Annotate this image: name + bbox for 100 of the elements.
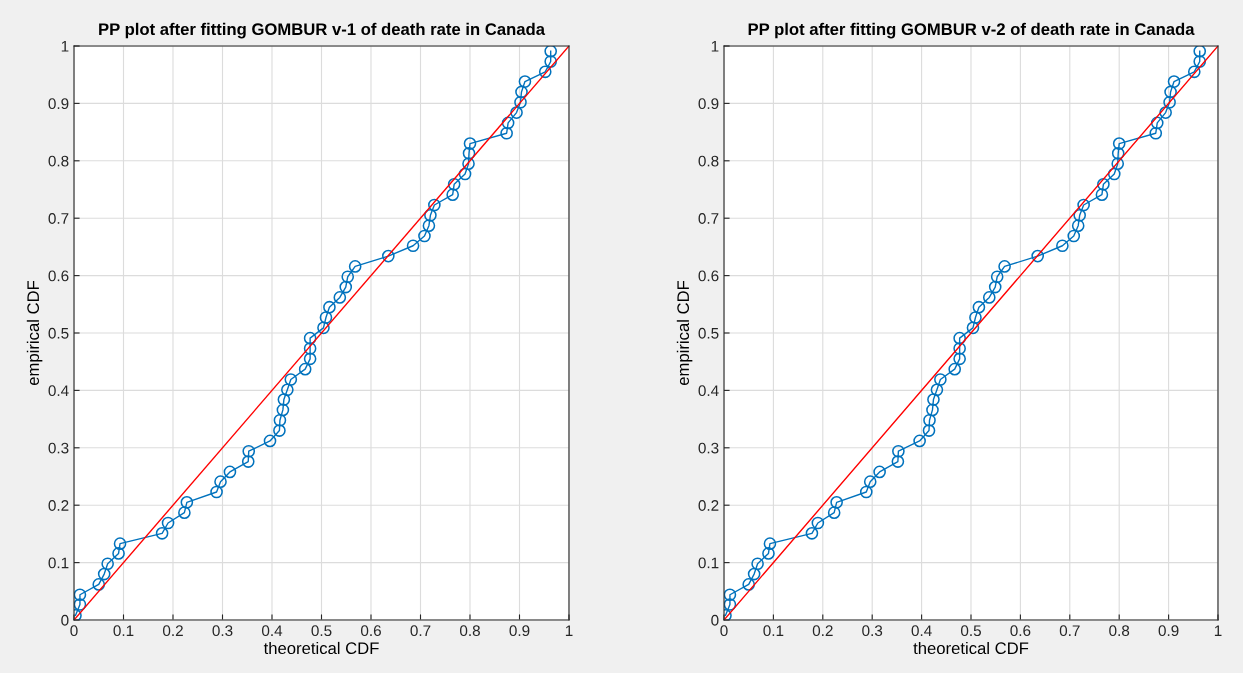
point [1187,65,1201,79]
y-tick-label: 0.5 [698,327,719,339]
point [112,547,125,560]
point [74,588,87,602]
point [934,373,947,386]
point [1112,137,1126,150]
point [913,434,926,448]
x-tick-label: 0.9 [1158,625,1179,637]
point [424,209,437,222]
point [277,393,291,406]
x-tick-label: 0.9 [509,625,530,637]
point [422,219,436,232]
point [805,527,819,540]
y-tick-label: 0.8 [48,155,69,167]
x-tick-label: 0.3 [862,625,883,637]
point [333,291,347,304]
point [74,598,87,611]
x-tick-label: 0.3 [212,625,233,637]
point [463,137,477,150]
point [1111,147,1125,160]
y-tick-label: 0.8 [698,155,719,167]
point [462,147,476,160]
point [972,300,986,314]
y-tick-label: 0.2 [48,500,69,511]
point [298,362,312,376]
x-tick-label: 0.8 [1109,625,1130,637]
point [1164,85,1177,99]
x-tick-label: 0.2 [812,625,833,637]
x-tick-label: 0.5 [960,625,981,637]
point [998,260,1011,273]
point [811,516,825,530]
point [1149,126,1163,140]
x-tick-label: 0.1 [763,625,784,637]
point [724,588,737,602]
point [161,516,175,530]
x-tick-label: 0.7 [410,625,431,637]
y-axis-title: empirical CDF [26,280,43,386]
x-tick-label: 0.4 [261,625,283,637]
point [155,527,169,540]
point [982,291,996,304]
point [462,157,475,170]
point [339,280,353,294]
point [428,198,441,212]
x-tick-label: 1 [1214,625,1222,636]
point [113,537,127,550]
point [538,65,552,79]
point [1031,249,1045,263]
point [303,331,317,345]
y-tick-label: 0.1 [48,557,69,569]
y-tick-label: 0 [711,614,719,626]
point [447,178,461,191]
x-axis-title: theoretical CDF [263,641,379,655]
point [747,567,761,581]
point [281,383,294,397]
point [97,567,111,581]
point [303,352,317,366]
point [214,475,227,488]
point [751,557,764,571]
y-tick-label: 0.4 [698,385,719,397]
x-tick-label: 0.6 [1010,625,1031,637]
point [953,331,966,345]
point [1097,178,1110,191]
y-tick-label: 0.7 [48,213,69,224]
point [1163,95,1176,109]
point [988,280,1002,294]
y-tick-label: 1 [711,41,719,52]
point [953,352,966,366]
point [990,270,1004,284]
point [762,547,775,560]
point [724,598,737,611]
point [1111,157,1125,170]
point [544,46,558,58]
x-tick-label: 1 [565,625,573,636]
point [859,485,873,499]
point [501,116,515,130]
point [341,270,355,284]
point [966,321,980,335]
point [1067,229,1081,243]
point [1071,219,1085,232]
point [1073,209,1087,222]
y-tick-label: 0.1 [698,557,719,569]
point [500,126,513,140]
chart-title: PP plot after fitting GOMBUR v-1 of death rate in Canada [99,22,546,39]
point [178,506,191,519]
point [284,373,298,386]
x-tick-label: 0.1 [113,625,134,637]
y-tick-label: 0.6 [698,270,719,282]
point [742,578,756,591]
point [1150,116,1164,130]
point [1107,167,1121,181]
point [319,311,333,324]
point [892,444,905,458]
y-tick-label: 1 [61,41,69,52]
point [891,455,905,468]
point [276,403,290,417]
x-tick-label: 0 [70,625,78,637]
x-tick-label: 0.7 [1059,625,1080,637]
y-axis-title: empirical CDF [676,280,693,386]
point [827,506,841,519]
point [92,578,106,591]
